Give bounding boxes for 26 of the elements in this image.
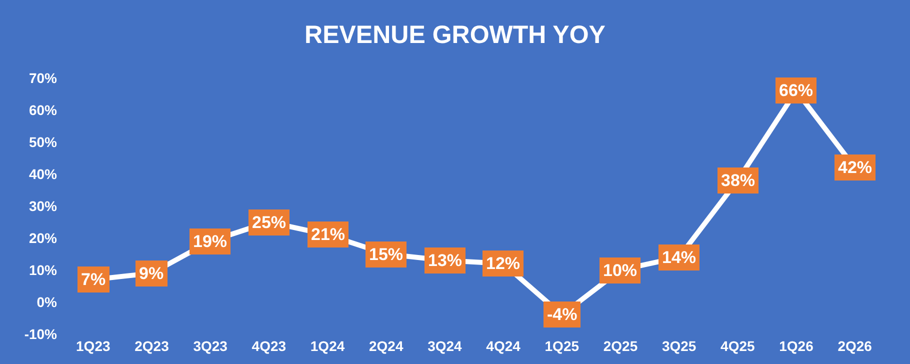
x-tick-label: 3Q23 (193, 338, 228, 354)
x-tick-label: 4Q24 (486, 338, 521, 354)
data-label: 9% (139, 264, 164, 283)
y-tick-label: 40% (28, 166, 58, 182)
y-tick-label: 50% (28, 134, 58, 150)
y-tick-label: 10% (28, 262, 58, 278)
chart-title: REVENUE GROWTH YOY (304, 20, 606, 49)
y-tick-label: 60% (28, 102, 58, 118)
x-tick-label: 4Q23 (252, 338, 286, 354)
data-label: 7% (81, 270, 106, 289)
x-tick-label: 2Q26 (838, 338, 872, 354)
x-tick-label: 1Q25 (544, 338, 580, 354)
y-tick-label: 70% (28, 70, 58, 86)
x-tick-label: 2Q24 (368, 338, 404, 354)
x-tick-label: 1Q23 (76, 338, 110, 354)
y-tick-label: -10% (24, 326, 58, 342)
y-tick-label: 0% (36, 294, 58, 310)
x-tick-label: 2Q23 (134, 338, 170, 354)
x-tick-label: 2Q25 (603, 338, 638, 354)
x-tick-label: 3Q24 (428, 338, 462, 354)
x-tick-label: 1Q24 (310, 338, 345, 354)
x-tick-label: 4Q25 (720, 338, 755, 354)
y-tick-label: 20% (28, 230, 58, 246)
x-tick-label: 1Q26 (779, 338, 814, 354)
y-tick-label: 30% (28, 198, 58, 214)
x-tick-label: 3Q25 (662, 338, 696, 354)
